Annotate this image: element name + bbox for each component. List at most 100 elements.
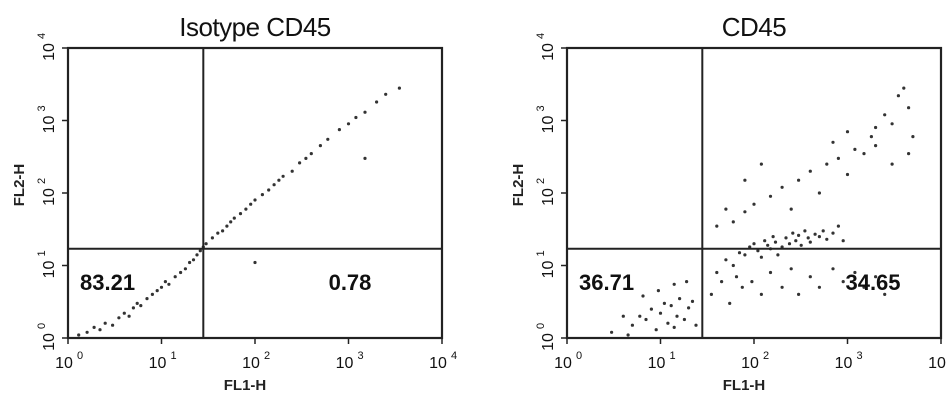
y-tick-label: 10 <box>540 333 557 351</box>
data-point <box>817 285 822 289</box>
y-tick-label-group: 10 3 <box>535 105 557 133</box>
data-point <box>756 249 760 253</box>
data-point <box>752 202 756 206</box>
data-point <box>862 152 866 156</box>
data-point <box>780 285 784 289</box>
data-point <box>715 224 719 228</box>
x-tick-label: 10 <box>55 355 73 372</box>
y-tick-exponent: 2 <box>535 178 547 184</box>
data-point <box>326 137 330 141</box>
data-point <box>737 251 742 255</box>
data-point <box>346 122 351 126</box>
data-point <box>797 292 801 296</box>
data-point <box>272 183 276 187</box>
data-point <box>841 280 845 284</box>
data-point <box>797 178 801 182</box>
x-tick-label: 10 <box>429 355 447 372</box>
data-point <box>363 110 367 114</box>
y-tick-exponent: 3 <box>36 105 48 111</box>
data-point <box>654 328 658 332</box>
data-point <box>813 232 817 236</box>
data-point <box>784 236 788 240</box>
data-point <box>682 317 687 322</box>
quadrant-percentage-lower-right: 34.65 <box>845 270 900 295</box>
data-point <box>890 162 894 166</box>
data-point <box>720 280 724 284</box>
data-point <box>869 135 874 139</box>
data-point <box>731 220 735 224</box>
x-tick-label: 10 <box>554 355 572 372</box>
y-tick-label: 10 <box>41 43 58 61</box>
y-tick-label: 10 <box>41 261 58 279</box>
data-point <box>155 289 159 293</box>
data-point <box>766 243 770 247</box>
data-point <box>771 235 775 239</box>
data-point <box>277 178 281 182</box>
data-point <box>743 253 747 257</box>
x-tick-exponent: 2 <box>763 350 769 362</box>
data-point <box>225 224 229 228</box>
data-point <box>188 260 192 265</box>
data-point <box>92 325 96 329</box>
data-point <box>656 289 661 293</box>
data-point <box>103 321 107 325</box>
data-point <box>874 125 878 130</box>
data-point <box>743 178 747 182</box>
data-point <box>763 239 767 243</box>
data-point <box>789 267 793 271</box>
data-point <box>675 314 679 318</box>
data-point <box>740 285 744 289</box>
data-point <box>260 193 264 197</box>
data-point <box>831 140 835 144</box>
y-tick-label: 10 <box>41 188 58 206</box>
data-point <box>808 240 812 244</box>
y-tick-label: 10 <box>540 188 557 206</box>
data-point <box>759 292 764 296</box>
data-point <box>649 307 654 311</box>
x-tick-exponent: 0 <box>77 350 83 362</box>
data-point <box>127 314 131 318</box>
data-point <box>253 198 257 202</box>
x-tick-label: 10 <box>648 355 666 372</box>
data-point <box>672 325 676 329</box>
data-point <box>290 169 294 173</box>
y-tick-exponent: 4 <box>535 33 547 39</box>
data-point <box>883 292 887 296</box>
data-point <box>780 185 784 189</box>
data-point <box>179 270 183 275</box>
data-point <box>874 275 878 279</box>
data-point <box>787 242 792 246</box>
data-point <box>363 156 367 160</box>
data-point <box>641 294 645 298</box>
y-tick-label-group: 10 0 <box>535 323 557 351</box>
data-point <box>98 328 102 332</box>
cd45-plot: CD45100101102103104100101102103104FL1-HF… <box>510 12 946 394</box>
y-tick-exponent: 1 <box>535 250 547 256</box>
y-tick-label-group: 10 3 <box>36 105 58 133</box>
quadrant-percentage-lower-right: 0.78 <box>329 270 372 295</box>
x-tick-label: 10 <box>336 355 354 372</box>
data-point <box>768 194 773 198</box>
x-tick-exponent: 2 <box>264 350 270 362</box>
data-point <box>836 224 841 228</box>
data-point <box>896 94 901 98</box>
y-tick-label: 10 <box>540 261 557 279</box>
data-point <box>902 86 906 90</box>
data-point <box>768 270 773 275</box>
y-tick-label: 10 <box>41 333 58 351</box>
y-axis-title: FL2-H <box>11 164 28 207</box>
x-tick-label: 10 <box>835 355 853 372</box>
data-point <box>630 323 635 327</box>
data-point <box>750 280 754 284</box>
data-point <box>831 231 835 235</box>
data-point <box>267 188 271 192</box>
y-tick-label-group: 10 0 <box>36 323 58 351</box>
x-tick-label: 10 <box>149 355 167 372</box>
data-point <box>139 304 143 308</box>
x-tick-label: 10 <box>741 355 759 372</box>
data-point <box>789 207 793 211</box>
y-tick-exponent: 0 <box>535 323 547 329</box>
data-point <box>694 323 698 327</box>
data-point <box>85 330 89 334</box>
data-point <box>791 231 795 235</box>
